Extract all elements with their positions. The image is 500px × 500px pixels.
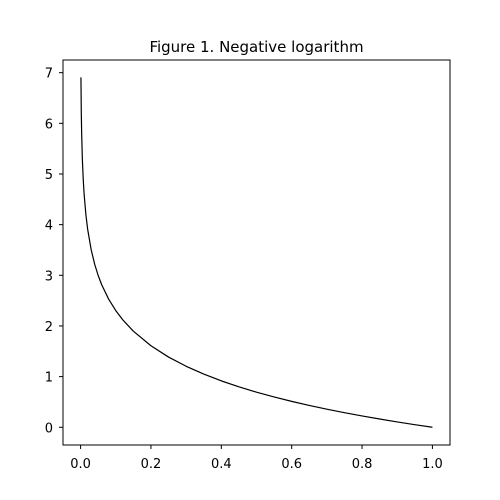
y-tick-label: 0 [45,421,53,436]
x-tick-label: 1.0 [422,457,443,472]
x-tick-label: 0.6 [281,457,302,472]
y-tick-label: 6 [45,117,53,132]
y-tick-label: 2 [45,320,53,335]
x-tick-label: 0.4 [211,457,232,472]
x-axis-ticks: 0.0 0.2 0.4 0.6 0.8 1.0 [70,445,443,472]
chart-title: Figure 1. Negative logarithm [149,38,363,56]
y-tick-label: 3 [45,269,53,284]
y-tick-label: 1 [45,371,53,386]
x-tick-label: 0.8 [352,457,373,472]
series-line-0 [80,77,433,428]
data-layer [80,77,433,428]
x-tick-label: 0.0 [70,457,91,472]
y-tick-label: 4 [45,219,53,234]
x-tick-label: 0.2 [141,457,162,472]
y-tick-label: 7 [45,67,53,82]
y-axis-ticks: 0 1 2 3 4 5 6 7 [45,67,63,436]
y-tick-label: 5 [45,168,53,183]
plot-frame [62,59,451,446]
